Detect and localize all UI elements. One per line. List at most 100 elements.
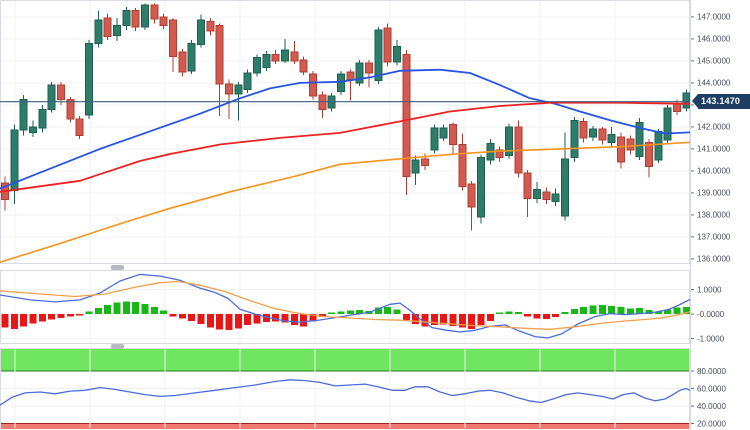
candle-body xyxy=(308,73,317,97)
candle-body xyxy=(598,128,607,141)
macd-histogram-bar xyxy=(580,306,588,315)
macd-histogram-bar xyxy=(169,314,177,317)
candle-body xyxy=(402,53,411,177)
macd-histogram-bar xyxy=(682,306,690,315)
macd-histogram-bar xyxy=(104,304,112,315)
candle-body xyxy=(56,84,65,100)
candle-body xyxy=(159,16,168,27)
candle-body xyxy=(560,158,569,217)
macd-histogram-bar xyxy=(384,306,392,315)
macd-histogram-bar xyxy=(122,301,130,315)
macd-histogram-bar xyxy=(188,314,196,321)
macd-histogram-bar xyxy=(421,314,429,327)
candle-body xyxy=(234,84,243,95)
axis-label: -1.0000 xyxy=(697,334,725,343)
macd-histogram-bar xyxy=(94,307,102,315)
candle-body xyxy=(532,189,541,199)
macd-histogram-bar xyxy=(57,314,65,318)
macd-histogram-bar xyxy=(300,314,308,327)
macd-histogram-bar xyxy=(10,314,18,329)
candle-body xyxy=(178,51,187,73)
macd-histogram-bar xyxy=(458,314,466,328)
overbought-band xyxy=(1,349,689,372)
candle-body xyxy=(346,71,355,81)
axis-label: 137.0000 xyxy=(697,233,731,242)
candle-body xyxy=(75,118,84,137)
candle-body xyxy=(663,107,672,141)
macd-histogram-bar xyxy=(337,311,345,315)
candle-body xyxy=(47,84,56,110)
macd-histogram-bar xyxy=(244,314,252,326)
candle-body xyxy=(654,130,663,161)
axis-label: 1.0000 xyxy=(697,285,722,294)
candle-body xyxy=(355,62,364,84)
macd-histogram-bar xyxy=(430,314,438,326)
candle-body xyxy=(430,127,439,151)
candle-body xyxy=(66,98,75,120)
axis-label: 147.0000 xyxy=(697,13,731,22)
candle-body xyxy=(140,4,149,28)
candle-body xyxy=(374,29,383,82)
candle-body xyxy=(103,17,112,38)
axis-label: -0.0000 xyxy=(697,310,725,319)
candle-body xyxy=(626,138,635,151)
candle-body xyxy=(122,9,131,27)
macd-histogram-bar xyxy=(141,303,149,315)
macd-histogram-bar xyxy=(328,312,336,315)
candle-body xyxy=(364,62,373,74)
macd-histogram-bar xyxy=(626,308,634,315)
axis-label: 146.0000 xyxy=(697,35,731,44)
macd-histogram-bar xyxy=(272,314,280,322)
macd-histogram-bar xyxy=(197,314,205,324)
ma-red xyxy=(0,101,691,193)
axis-label: 140.0000 xyxy=(697,167,731,176)
macd-histogram-bar xyxy=(496,312,504,315)
macd-histogram-bar xyxy=(514,312,522,315)
oscillator-line xyxy=(0,379,691,406)
macd-histogram-bar xyxy=(150,306,158,315)
candle-body xyxy=(420,158,429,166)
macd-histogram-bar xyxy=(262,314,270,322)
macd-histogram-bar xyxy=(533,314,541,319)
macd-histogram-bar xyxy=(20,314,28,327)
signal-line xyxy=(0,280,691,330)
candle-body xyxy=(579,120,588,139)
candle-body xyxy=(224,83,233,95)
candle-body xyxy=(206,20,215,32)
candle-body xyxy=(607,134,616,143)
candle-body xyxy=(280,49,289,62)
candle-body xyxy=(131,9,140,28)
axis-label: 139.0000 xyxy=(697,189,731,198)
candle-body xyxy=(504,126,513,157)
axis-label: 40.0000 xyxy=(697,402,726,411)
candle-body xyxy=(542,191,551,201)
macd-histogram-bar xyxy=(290,314,298,326)
candle-body xyxy=(570,119,579,159)
pane-resize-handle-top[interactable] xyxy=(111,265,124,270)
pane-resize-handle-bottom[interactable] xyxy=(111,344,124,349)
macd-histogram-bar xyxy=(570,309,578,315)
macd-histogram-bar xyxy=(38,314,46,322)
candle-body xyxy=(243,72,252,91)
macd-histogram-bar xyxy=(253,314,261,324)
oversold-band xyxy=(1,423,689,429)
macd-line xyxy=(0,273,691,339)
candle-body xyxy=(476,157,485,218)
candle-body xyxy=(411,159,420,174)
macd-histogram-bar xyxy=(617,307,625,315)
candle-body xyxy=(467,183,476,208)
axis-label: 80.0000 xyxy=(697,367,726,376)
candle-body xyxy=(336,73,345,93)
macd-histogram-bar xyxy=(608,305,616,315)
macd-histogram-bar xyxy=(589,305,597,315)
axis-label: 144.0000 xyxy=(697,79,731,88)
macd-histogram-bar xyxy=(206,314,214,328)
axis-label: 138.0000 xyxy=(697,211,731,220)
macd-histogram-bar xyxy=(281,314,289,323)
macd-histogram-bar xyxy=(673,307,681,315)
candle-body xyxy=(84,42,93,116)
axis-label: 20.0000 xyxy=(697,419,726,428)
macd-histogram-bar xyxy=(598,304,606,315)
